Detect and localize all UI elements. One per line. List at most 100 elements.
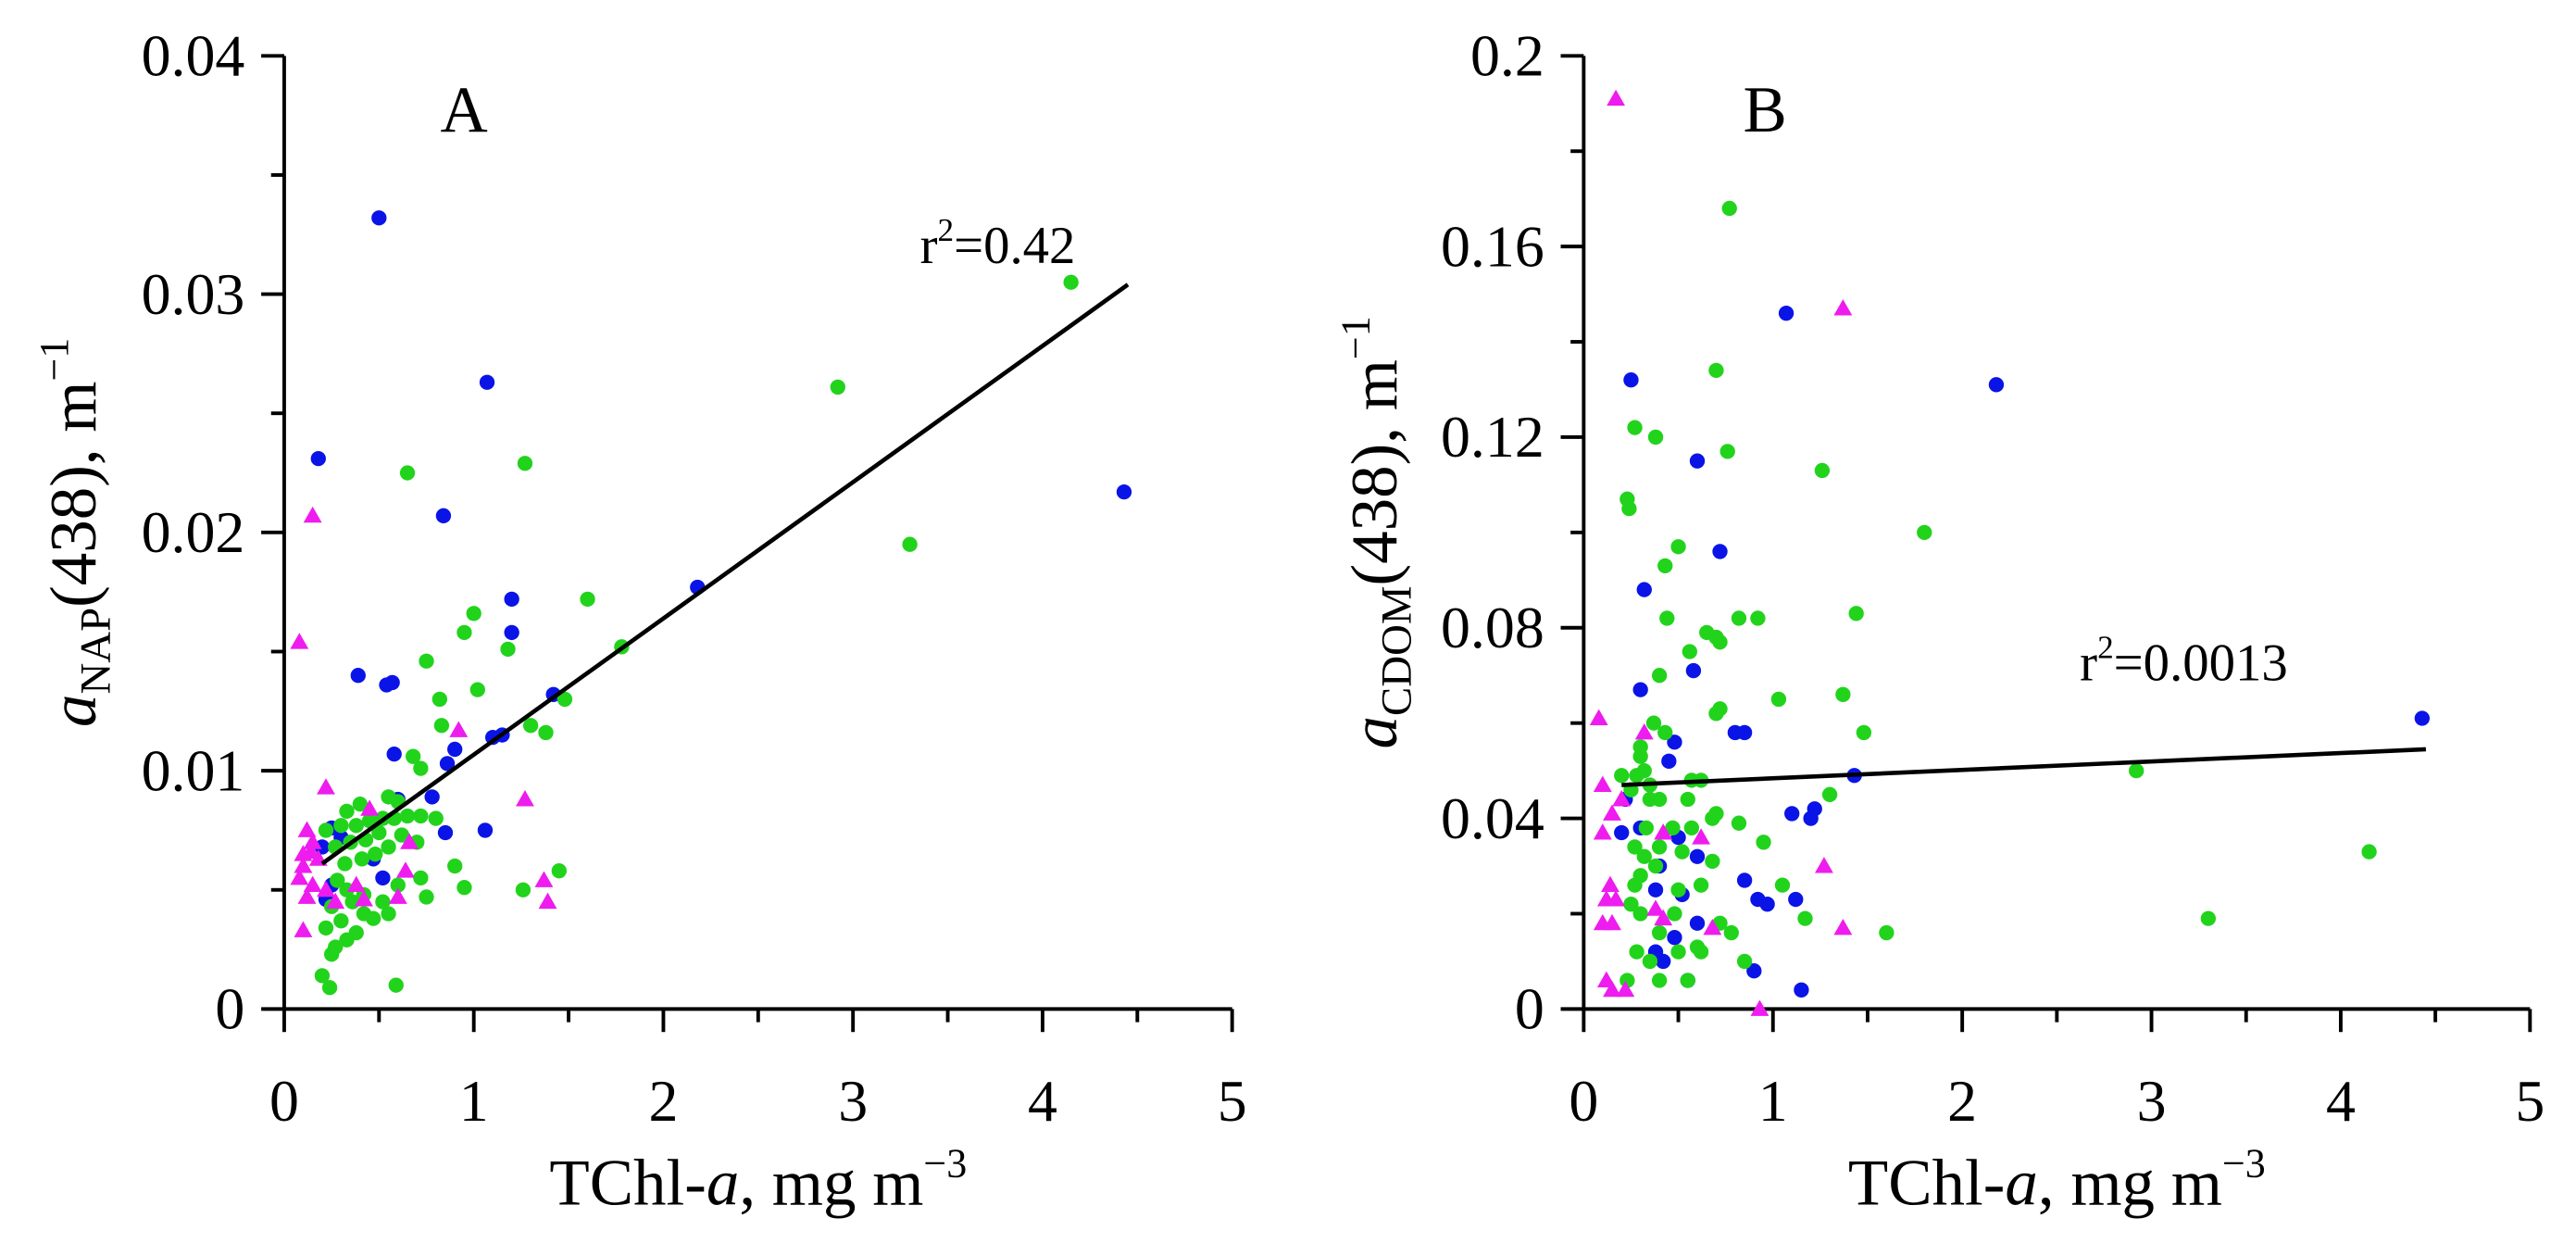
data-point-green — [551, 863, 567, 879]
x-tick-label: 2 — [648, 1068, 678, 1134]
data-point-green — [1736, 953, 1753, 970]
data-point-green — [348, 818, 364, 834]
data-point-green — [1063, 274, 1079, 290]
data-point-magenta-triangle — [1750, 999, 1769, 1016]
y-tick-label: 0 — [1515, 976, 1544, 1042]
data-point-magenta-triangle — [326, 892, 345, 910]
panel-a-axes — [281, 56, 1232, 1011]
panel-b-r2-label: r2=0.0013 — [2080, 630, 2288, 693]
data-point-green — [433, 718, 450, 734]
y-tick-label: 0.12 — [1441, 404, 1544, 470]
data-point-blue — [447, 741, 463, 758]
x-tick-label: 4 — [2326, 1068, 2356, 1134]
data-point-green — [1683, 820, 1700, 836]
data-point-blue — [375, 870, 391, 886]
data-point-green — [419, 653, 434, 669]
y-tick-label: 0 — [215, 976, 244, 1042]
data-point-green — [1835, 686, 1851, 702]
data-point-green — [1636, 848, 1652, 864]
data-point-blue — [1689, 848, 1706, 864]
data-point-green — [538, 724, 554, 741]
x-tick-label: 4 — [1028, 1068, 1057, 1134]
data-point-green — [333, 818, 349, 834]
data-point-green — [2361, 844, 2377, 860]
data-point-green — [337, 856, 353, 872]
data-point-green — [1750, 610, 1766, 626]
y-tick-label: 0.02 — [142, 499, 245, 565]
data-point-green — [1645, 715, 1662, 731]
data-point-blue — [1988, 377, 2005, 393]
data-point-green — [1632, 748, 1648, 764]
data-point-magenta-triangle — [303, 506, 322, 523]
data-point-green — [1680, 973, 1695, 988]
data-point-blue — [1689, 453, 1706, 469]
data-point-green — [1719, 444, 1735, 459]
data-point-magenta-triangle — [297, 887, 317, 904]
data-point-green — [1856, 724, 1872, 741]
data-point-green — [1712, 634, 1728, 650]
data-point-green — [1756, 835, 1771, 850]
data-point-green — [366, 910, 381, 926]
data-point-green — [1705, 853, 1720, 870]
data-point-green — [1674, 844, 1690, 860]
panel-b-x-axis-title: TChl-a, mg m−3 — [1848, 1141, 2266, 1220]
data-point-magenta-triangle — [1612, 790, 1632, 807]
data-point-green — [428, 810, 444, 826]
x-tick-label: 1 — [1758, 1068, 1788, 1134]
data-point-green — [1667, 906, 1682, 922]
data-point-green — [339, 803, 355, 820]
data-point-green — [413, 808, 429, 824]
panel-a-points — [290, 210, 1132, 996]
x-tick-label: 3 — [2137, 1068, 2167, 1134]
data-point-green — [1665, 820, 1681, 836]
data-point-green — [1693, 877, 1709, 893]
x-tick-label: 3 — [838, 1068, 868, 1134]
data-point-blue — [1667, 734, 1682, 750]
data-point-magenta-triangle — [1654, 823, 1673, 840]
data-point-green — [1670, 539, 1686, 555]
data-point-green — [1651, 668, 1668, 684]
data-point-magenta-triangle — [1703, 918, 1722, 935]
data-point-blue — [1794, 982, 1809, 998]
data-point-green — [1797, 910, 1813, 926]
data-point-blue — [1803, 810, 1819, 826]
data-point-magenta-triangle — [1603, 804, 1621, 821]
data-point-green — [318, 920, 334, 936]
x-tick-label: 5 — [1218, 1068, 1247, 1134]
regression-line — [320, 282, 1130, 866]
y-tick-label: 0.04 — [1441, 785, 1544, 851]
data-point-blue — [1656, 953, 1671, 970]
data-point-green — [1657, 724, 1673, 741]
data-point-green — [580, 591, 595, 608]
data-point-magenta-triangle — [516, 790, 534, 807]
panel-b-ticks: 0 1 2 3 4 5 0 0.04 0.08 0.12 0.16 0.2 — [1441, 23, 2545, 1134]
panel-a-chart: 0 1 2 3 4 5 0 0.01 0.02 0.03 0.04 A r2=0.42 TChl-a… — [31, 23, 1247, 1220]
data-point-magenta-triangle — [388, 887, 407, 904]
panel-a-y-axis-title: aNAP(438), m−1 — [31, 338, 119, 727]
data-point-green — [1680, 791, 1695, 808]
panel-a-r2-label: r2=0.42 — [920, 212, 1076, 275]
data-point-magenta-triangle — [301, 842, 320, 860]
data-point-green — [522, 718, 539, 734]
data-point-blue — [1784, 806, 1800, 822]
data-point-magenta-triangle — [297, 821, 317, 837]
data-point-green — [902, 536, 918, 552]
data-point-green — [1647, 429, 1664, 446]
data-point-magenta-triangle — [294, 921, 313, 937]
data-point-green — [830, 379, 845, 396]
data-point-magenta-triangle — [1607, 890, 1626, 907]
y-tick-label: 0.01 — [142, 737, 245, 803]
data-point-blue — [437, 824, 454, 841]
data-point-green — [413, 760, 429, 776]
data-point-green — [515, 882, 531, 898]
data-point-green — [352, 796, 369, 812]
data-point-blue — [504, 591, 519, 608]
data-point-green — [1731, 815, 1747, 831]
data-point-green — [1774, 877, 1791, 893]
data-point-magenta-triangle — [1634, 723, 1654, 740]
data-point-green — [1708, 806, 1724, 822]
data-point-green — [381, 839, 396, 855]
data-point-green — [1614, 768, 1630, 784]
y-tick-label: 0.03 — [142, 261, 245, 327]
